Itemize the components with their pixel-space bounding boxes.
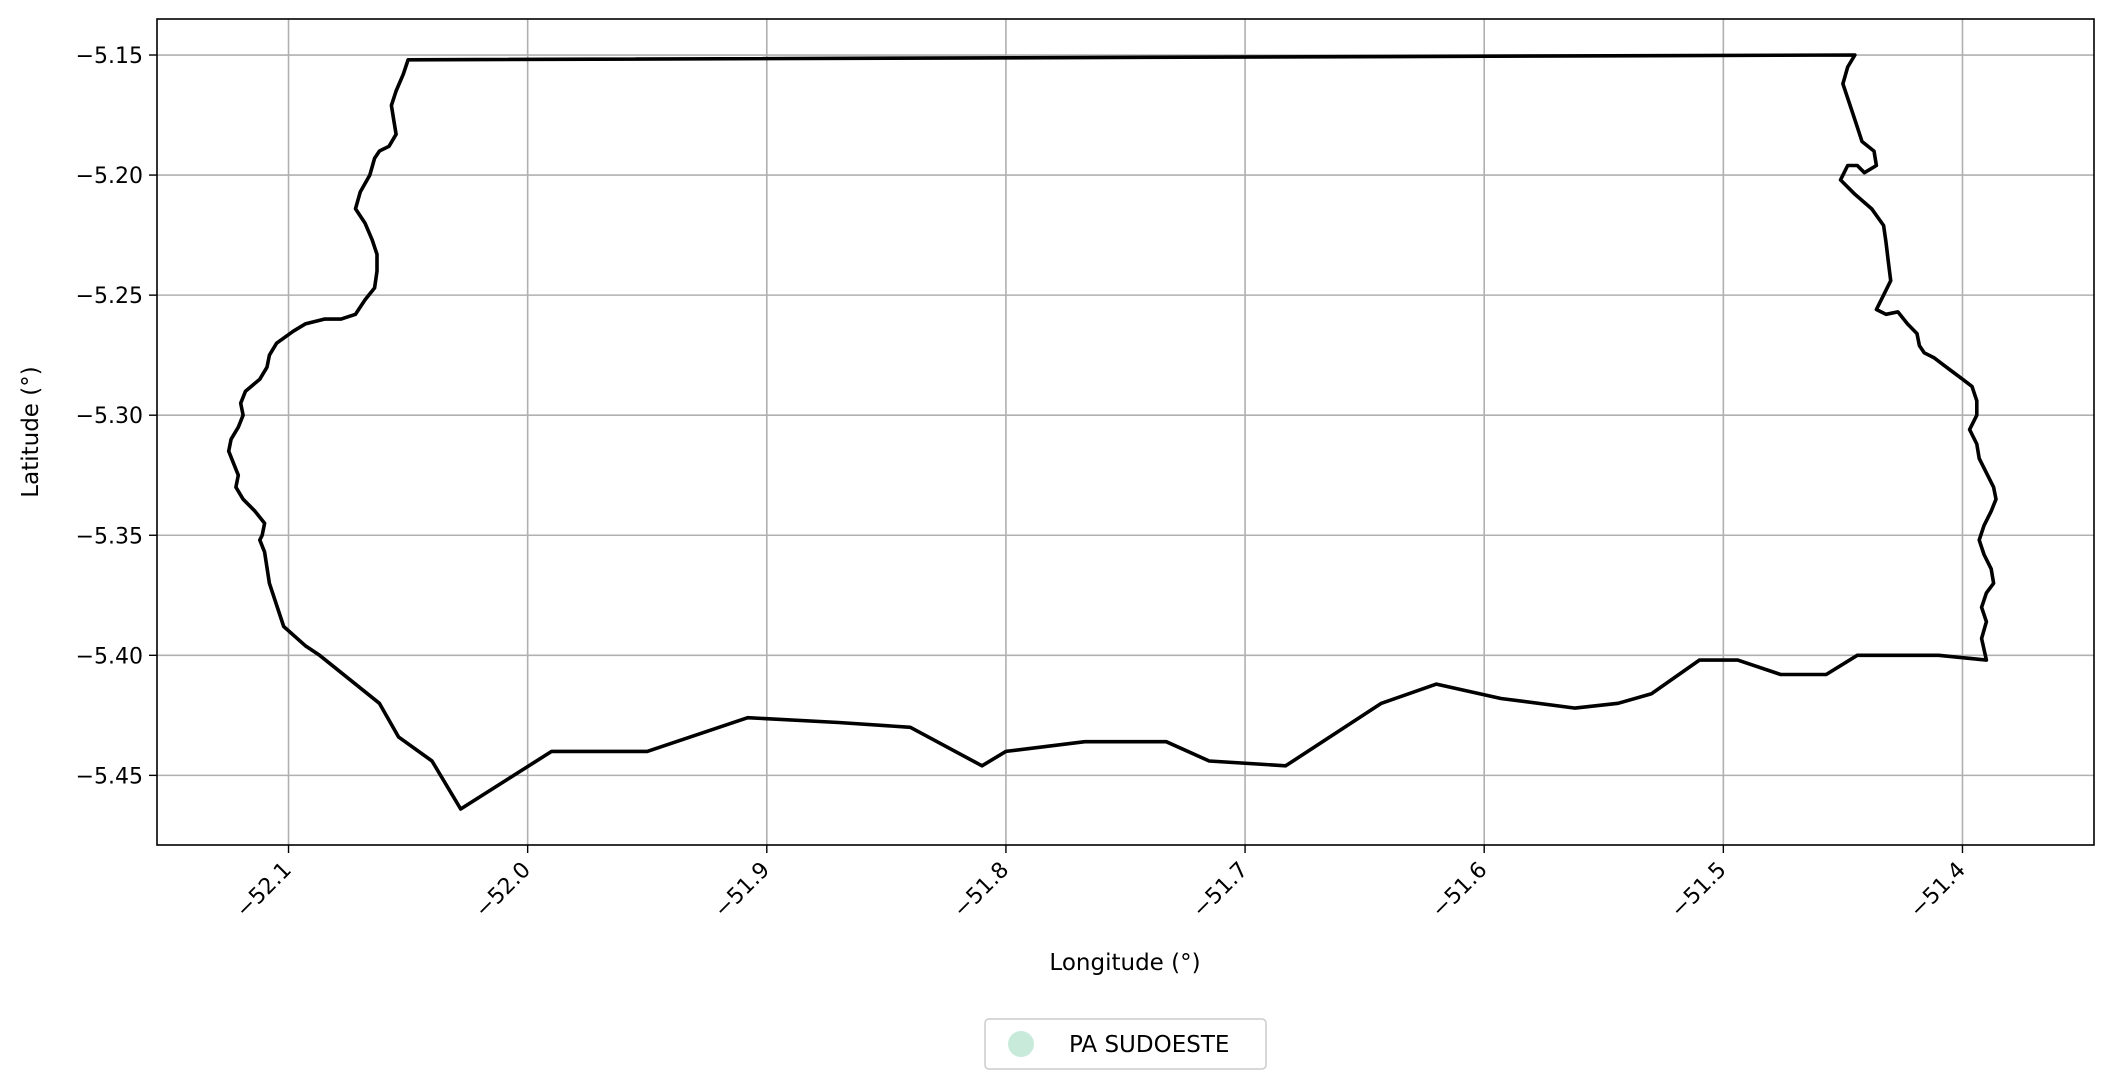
legend: PA SUDOESTE: [984, 1018, 1267, 1070]
legend-marker: [1008, 1031, 1034, 1057]
legend-label: PA SUDOESTE: [1069, 1032, 1229, 1058]
y-tick-label: −5.30: [76, 404, 143, 429]
y-tick-label: −5.15: [76, 44, 143, 69]
y-tick-label: −5.35: [76, 524, 143, 549]
x-axis-label: Longitude (°): [1049, 950, 1200, 976]
y-axis: −5.15 −5.20 −5.25 −5.30 −5.35 −5.40 −5.45: [76, 44, 157, 789]
y-tick-label: −5.25: [76, 284, 143, 309]
y-tick-label: −5.45: [76, 764, 143, 789]
grid-lines: [157, 19, 2094, 845]
plot-frame: [156, 18, 2095, 846]
y-axis-label: Latitude (°): [18, 366, 44, 497]
legend-box: [984, 1018, 1267, 1070]
y-tick-label: −5.20: [76, 164, 143, 189]
y-tick-label: −5.40: [76, 644, 143, 669]
data-layer: [226, 53, 1998, 811]
region-boundary-pa-sudoeste: [226, 53, 1998, 811]
